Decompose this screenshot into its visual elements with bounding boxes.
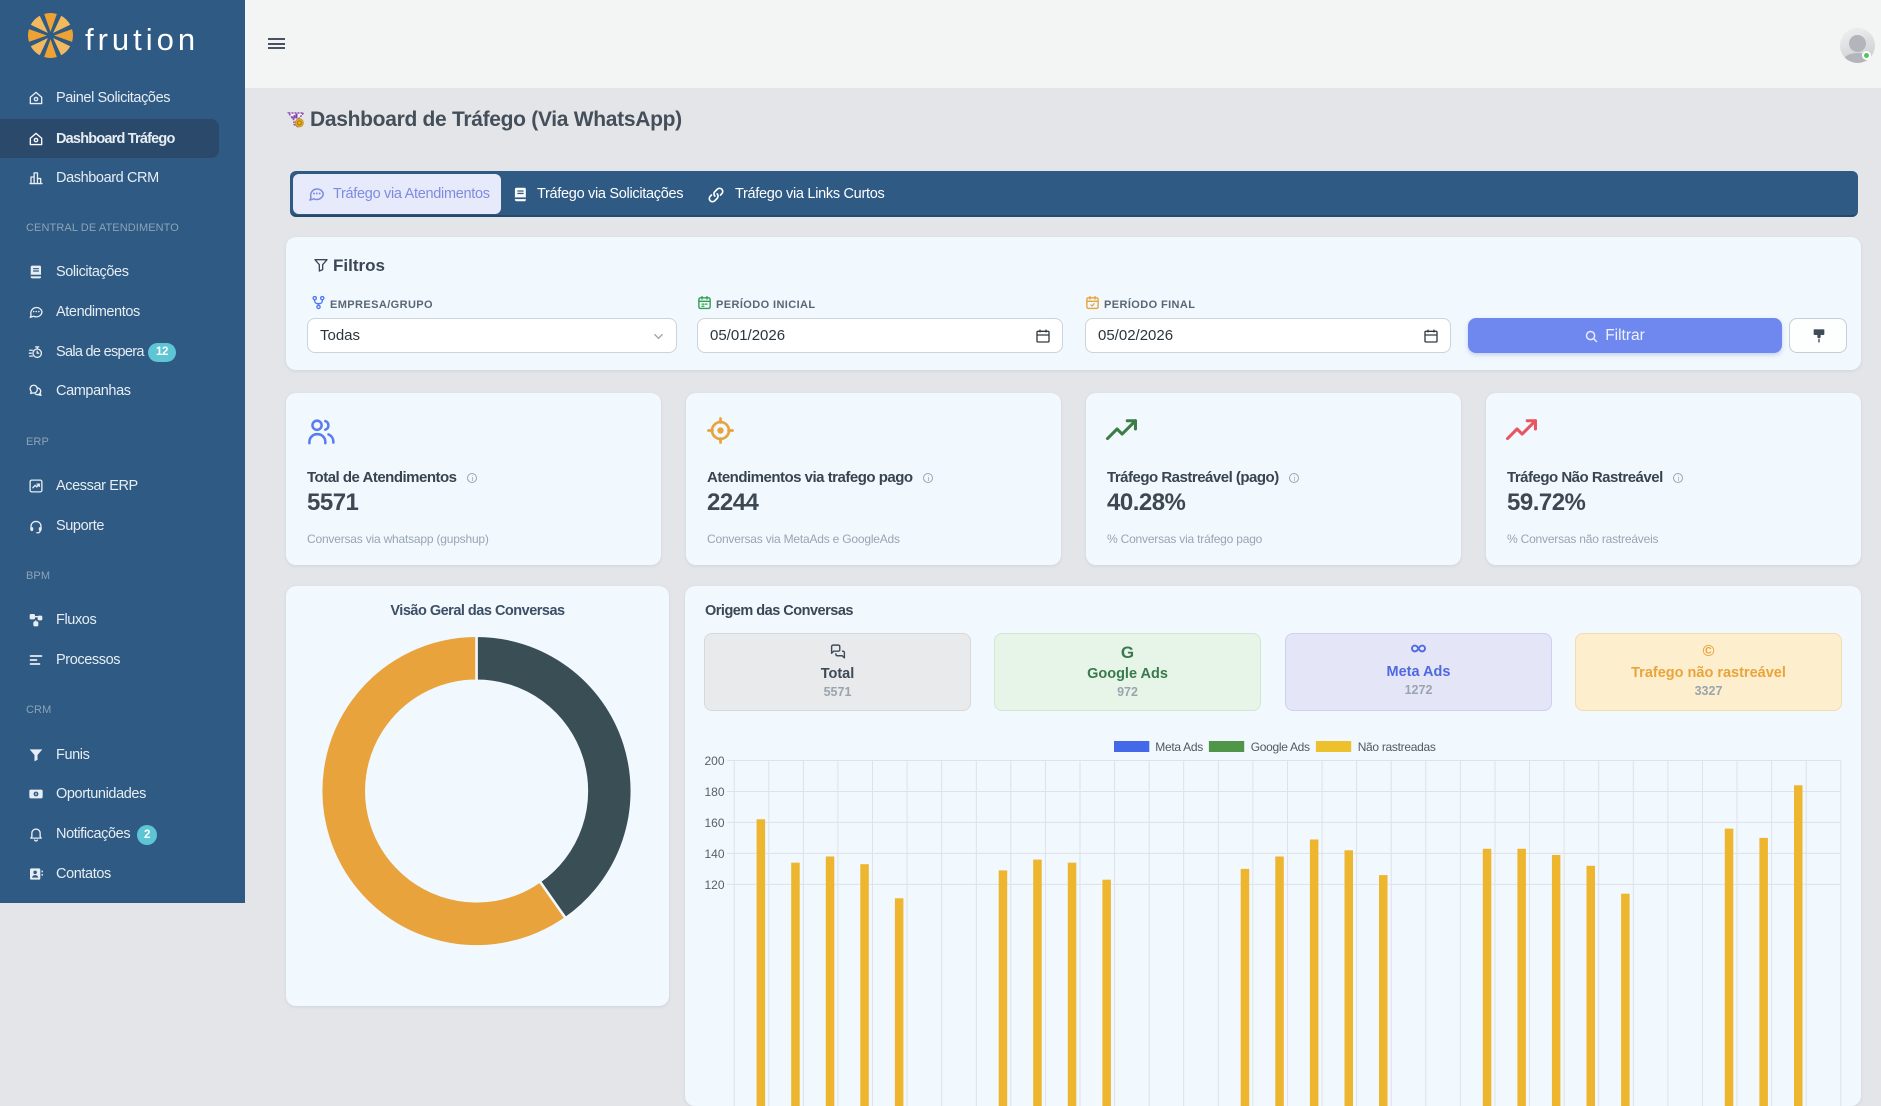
svg-text:180: 180 <box>704 785 724 799</box>
svg-text:120: 120 <box>704 878 724 892</box>
svg-text:Não rastreadas: Não rastreadas <box>1358 740 1436 754</box>
svg-text:Google Ads: Google Ads <box>1251 740 1310 754</box>
svg-text:200: 200 <box>704 754 724 768</box>
svg-text:160: 160 <box>704 816 724 830</box>
svg-text:140: 140 <box>704 847 724 861</box>
svg-text:Meta Ads: Meta Ads <box>1155 740 1203 754</box>
